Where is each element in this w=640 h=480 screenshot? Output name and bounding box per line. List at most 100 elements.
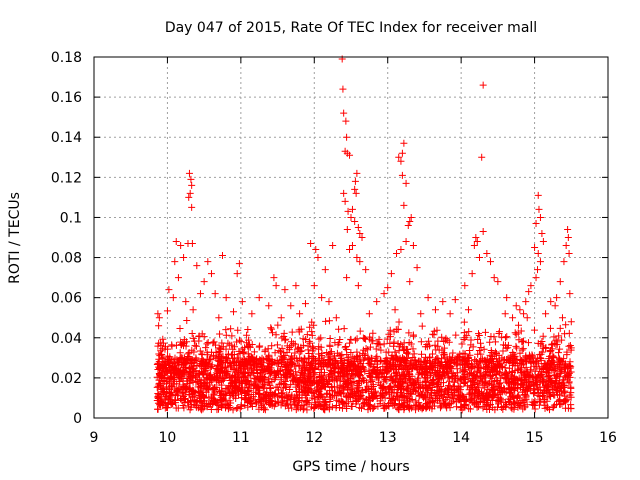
data-point bbox=[452, 331, 460, 339]
data-point bbox=[524, 372, 532, 380]
data-point bbox=[373, 339, 381, 347]
data-point bbox=[417, 390, 425, 398]
data-point bbox=[213, 374, 221, 382]
data-point bbox=[255, 390, 263, 398]
data-point bbox=[564, 404, 572, 412]
data-point bbox=[182, 342, 190, 350]
data-point bbox=[163, 375, 171, 383]
data-point bbox=[500, 403, 508, 411]
data-point bbox=[382, 385, 390, 393]
data-point bbox=[346, 339, 354, 347]
data-point bbox=[204, 258, 212, 266]
data-point bbox=[490, 274, 498, 282]
data-point bbox=[274, 321, 282, 329]
data-point bbox=[234, 326, 242, 334]
data-point bbox=[338, 404, 346, 412]
data-point bbox=[563, 348, 571, 356]
data-point bbox=[240, 373, 248, 381]
data-point bbox=[401, 370, 409, 378]
data-point bbox=[268, 325, 276, 333]
data-point bbox=[341, 197, 349, 205]
data-point bbox=[305, 337, 313, 345]
data-point bbox=[257, 376, 265, 384]
data-point bbox=[292, 388, 300, 396]
data-point bbox=[233, 270, 241, 278]
data-point bbox=[449, 383, 457, 391]
data-point bbox=[539, 375, 547, 383]
data-point bbox=[465, 328, 473, 336]
data-point bbox=[490, 385, 498, 393]
data-point bbox=[393, 389, 401, 397]
data-point bbox=[281, 378, 289, 386]
data-point bbox=[255, 390, 263, 398]
data-point bbox=[519, 405, 527, 413]
data-point bbox=[547, 393, 555, 401]
data-point bbox=[204, 369, 212, 377]
data-point bbox=[311, 401, 319, 409]
data-point bbox=[530, 326, 538, 334]
data-point bbox=[410, 386, 418, 394]
x-tick-label: 13 bbox=[379, 430, 397, 446]
data-point bbox=[409, 331, 417, 339]
data-point bbox=[470, 392, 478, 400]
data-point bbox=[332, 314, 340, 322]
data-point bbox=[163, 307, 171, 315]
data-point bbox=[307, 240, 315, 248]
data-point bbox=[431, 306, 439, 314]
data-point bbox=[291, 349, 299, 357]
data-point bbox=[197, 405, 205, 413]
data-point bbox=[237, 377, 245, 385]
data-point bbox=[226, 389, 234, 397]
data-point bbox=[227, 374, 235, 382]
data-point bbox=[427, 370, 435, 378]
data-point bbox=[402, 238, 410, 246]
data-point bbox=[549, 386, 557, 394]
data-point bbox=[253, 363, 261, 371]
data-point bbox=[231, 389, 239, 397]
data-point bbox=[361, 354, 369, 362]
data-point bbox=[486, 357, 494, 365]
data-point bbox=[340, 109, 348, 117]
data-point bbox=[185, 391, 193, 399]
data-point bbox=[238, 394, 246, 402]
data-point bbox=[391, 348, 399, 356]
data-point bbox=[237, 401, 245, 409]
data-point bbox=[386, 339, 394, 347]
data-point bbox=[418, 322, 426, 330]
data-point bbox=[237, 338, 245, 346]
data-point bbox=[531, 244, 539, 252]
data-point bbox=[482, 379, 490, 387]
data-point bbox=[486, 338, 494, 346]
data-point bbox=[256, 356, 264, 364]
data-point bbox=[362, 378, 370, 386]
data-point bbox=[567, 344, 575, 352]
data-point bbox=[403, 385, 411, 393]
data-point bbox=[203, 403, 211, 411]
data-point bbox=[456, 386, 464, 394]
chart-title: Day 047 of 2015, Rate Of TEC Index for r… bbox=[165, 20, 537, 36]
data-point bbox=[292, 282, 300, 290]
data-point bbox=[236, 369, 244, 377]
data-point bbox=[556, 278, 564, 286]
data-point bbox=[342, 117, 350, 125]
data-point bbox=[278, 398, 286, 406]
data-point bbox=[198, 368, 206, 376]
data-point bbox=[167, 366, 175, 374]
data-point bbox=[505, 364, 513, 372]
data-point bbox=[315, 363, 323, 371]
data-point bbox=[430, 359, 438, 367]
data-point bbox=[376, 341, 384, 349]
data-point bbox=[517, 380, 525, 388]
data-point bbox=[421, 377, 429, 385]
data-point bbox=[285, 356, 293, 364]
data-point bbox=[318, 357, 326, 365]
data-point bbox=[395, 363, 403, 371]
data-point bbox=[527, 282, 535, 290]
data-point bbox=[543, 403, 551, 411]
data-point bbox=[222, 331, 230, 339]
data-point bbox=[398, 149, 406, 157]
data-point bbox=[505, 384, 513, 392]
data-point bbox=[357, 372, 365, 380]
data-point bbox=[352, 354, 360, 362]
data-point bbox=[267, 324, 275, 332]
